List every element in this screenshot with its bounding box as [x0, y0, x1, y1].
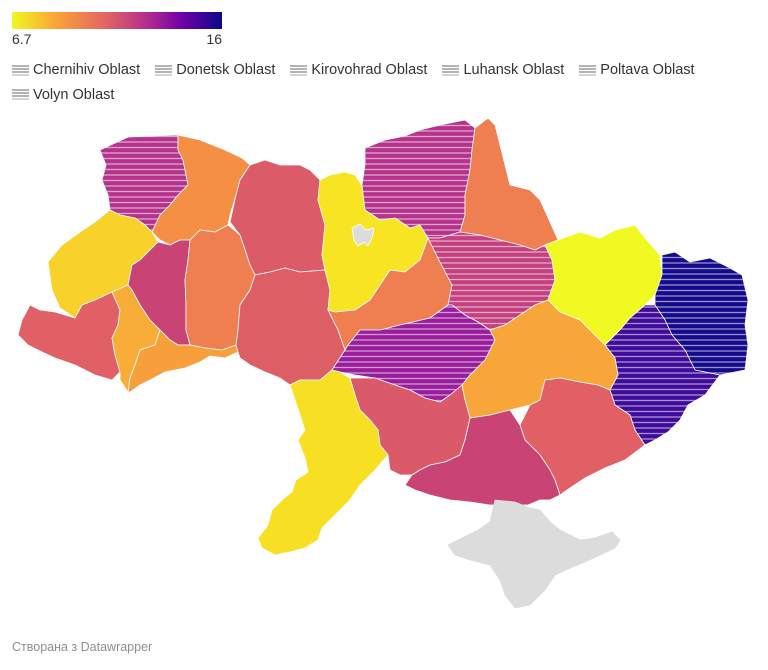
region-odesa[interactable] [257, 369, 389, 556]
legend-label: Volyn Oblast [33, 86, 115, 103]
hatch-pattern-icon [155, 64, 173, 76]
color-scale-bar [12, 12, 222, 29]
hatch-pattern-icon [290, 64, 308, 76]
legend-item-chernihiv: Chernihiv Oblast [12, 60, 140, 81]
hatch-pattern-icon [579, 64, 597, 76]
legend-label: Chernihiv Oblast [33, 62, 141, 78]
color-scale-min-label: 6.7 [12, 31, 32, 47]
legend-item-kirovohrad: Kirovohrad Oblast [290, 60, 427, 81]
region-chernivtsi[interactable] [127, 329, 239, 393]
region-crimea[interactable] [447, 499, 621, 609]
hatch-pattern-icon [12, 89, 29, 100]
hatch-pattern-icon [12, 64, 29, 76]
pattern-legend: Chernihiv Oblast Donetsk Oblast Kirovohr… [12, 60, 732, 109]
legend-label: Donetsk Oblast [176, 62, 276, 78]
datawrapper-credit: Створана з Datawrapper [12, 640, 153, 654]
legend-label: Poltava Oblast [600, 62, 695, 78]
region-sumy[interactable] [459, 117, 559, 251]
color-scale-max-label: 16 [206, 31, 222, 47]
legend-item-luhansk: Luhansk Oblast [442, 60, 564, 81]
legend-item-poltava: Poltava Oblast [579, 60, 695, 81]
color-gradient [12, 12, 222, 29]
hatch-pattern-icon [442, 64, 460, 76]
legend-item-volyn: Volyn Oblast [12, 85, 114, 106]
legend-label: Kirovohrad Oblast [311, 62, 428, 78]
ukraine-choropleth-map [17, 117, 749, 609]
legend-item-donetsk: Donetsk Oblast [155, 60, 275, 81]
region-kyiv-city[interactable] [351, 223, 375, 247]
legend-label: Luhansk Oblast [463, 62, 565, 78]
